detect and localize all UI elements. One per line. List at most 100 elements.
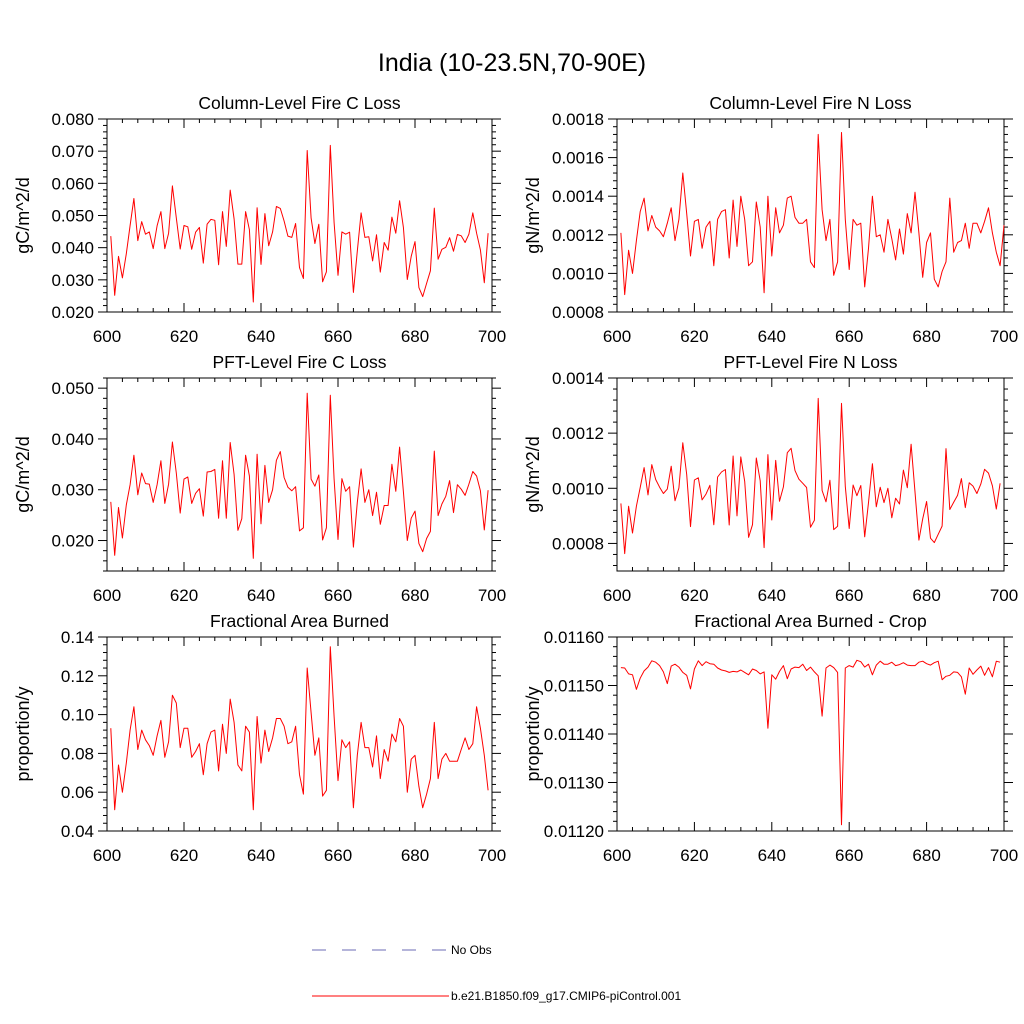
- y-tick-label: 0.040: [51, 430, 94, 449]
- x-tick-label: 700: [478, 586, 506, 605]
- y-tick-label: 0.0014: [552, 187, 604, 206]
- y-axis-label: proportion/y: [523, 686, 543, 781]
- y-tick-label: 0.08: [61, 744, 94, 763]
- y-tick-label: 0.030: [51, 481, 94, 500]
- panel-title: Fractional Area Burned: [210, 611, 389, 631]
- x-tick-label: 700: [990, 586, 1018, 605]
- x-tick-label: 600: [603, 846, 631, 865]
- legend-label-no-obs: No Obs: [451, 943, 492, 957]
- x-tick-label: 700: [990, 846, 1018, 865]
- y-tick-label: 0.0012: [552, 424, 604, 443]
- series-line: [110, 144, 489, 303]
- x-tick-label: 600: [603, 327, 631, 346]
- panel-1: 600 620 640 660 680 700 0.020 0.030 0.040 0.050 0.…: [13, 93, 506, 346]
- x-tick-label: 620: [170, 846, 198, 865]
- y-tick-label: 0.10: [61, 706, 94, 725]
- legend: No Obs b.e21.B1850.f09_g17.CMIP6-piContr…: [312, 943, 681, 1003]
- panel-title: PFT-Level Fire C Loss: [212, 352, 386, 372]
- y-axis-label: gN/m^2/d: [523, 177, 543, 253]
- x-tick-label: 600: [93, 586, 121, 605]
- y-tick-label: 0.01150: [544, 677, 604, 696]
- y-tick-label: 0.0016: [552, 149, 604, 168]
- y-axis-label: gN/m^2/d: [523, 436, 543, 512]
- panel-2: 600 620 640 660 680 700 0.0008 0.0010 0.0012 0.00…: [523, 93, 1018, 346]
- y-tick-label: 0.0008: [552, 534, 604, 553]
- x-tick-label: 700: [478, 846, 506, 865]
- y-tick-label: 0.050: [51, 379, 94, 398]
- legend-label-model: b.e21.B1850.f09_g17.CMIP6-piControl.001: [451, 989, 681, 1003]
- y-axis-label: gC/m^2/d: [13, 177, 33, 253]
- y-tick-label: 0.070: [51, 142, 94, 161]
- y-tick-label: 0.0014: [552, 369, 604, 388]
- panel-5: 600 620 640 660 680 700 0.04 0.06 0.08 0.10 0.12 0.…: [13, 611, 506, 865]
- y-tick-label: 0.020: [51, 532, 94, 551]
- x-tick-label: 640: [758, 327, 786, 346]
- y-tick-label: 0.12: [61, 667, 94, 686]
- series-line: [110, 392, 489, 559]
- x-tick-label: 600: [93, 846, 121, 865]
- x-tick-label: 700: [990, 327, 1018, 346]
- x-tick-label: 620: [170, 327, 198, 346]
- x-tick-label: 640: [758, 846, 786, 865]
- y-tick-label: 0.050: [51, 207, 94, 226]
- series-line: [620, 132, 1005, 296]
- plot-frame: [616, 636, 1005, 832]
- panels: 600 620 640 660 680 700 0.020 0.030 0.040 0.050 0.…: [13, 93, 1018, 865]
- x-tick-label: 640: [247, 327, 275, 346]
- x-tick-label: 680: [912, 846, 940, 865]
- y-tick-label: 0.01120: [544, 822, 604, 841]
- y-tick-label: 0.04: [61, 822, 94, 841]
- x-tick-label: 660: [324, 586, 352, 605]
- x-tick-label: 680: [401, 327, 429, 346]
- y-tick-label: 0.01140: [544, 725, 604, 744]
- x-tick-label: 620: [680, 846, 708, 865]
- x-tick-label: 660: [324, 846, 352, 865]
- x-tick-label: 640: [247, 586, 275, 605]
- y-tick-label: 0.14: [61, 628, 94, 647]
- y-tick-label: 0.01130: [544, 774, 604, 793]
- y-tick-label: 0.01160: [544, 628, 604, 647]
- x-tick-label: 700: [478, 327, 506, 346]
- panel-title: Fractional Area Burned - Crop: [694, 611, 926, 631]
- plot-frame: [616, 118, 1005, 313]
- plot-frame: [616, 377, 1005, 572]
- y-tick-label: 0.0012: [552, 226, 604, 245]
- x-tick-label: 660: [835, 586, 863, 605]
- y-tick-label: 0.0010: [552, 479, 604, 498]
- x-tick-label: 680: [401, 846, 429, 865]
- x-tick-label: 660: [835, 846, 863, 865]
- y-axis-label: gC/m^2/d: [13, 436, 33, 512]
- series-line: [110, 646, 489, 811]
- y-tick-label: 0.0010: [552, 264, 604, 283]
- x-tick-label: 640: [247, 846, 275, 865]
- x-tick-label: 620: [680, 586, 708, 605]
- panel-3: 600 620 640 660 680 700 0.020 0.030 0.040 0.050 PF…: [13, 352, 506, 605]
- panel-title: Column-Level Fire N Loss: [709, 93, 912, 113]
- y-tick-label: 0.030: [51, 271, 94, 290]
- y-tick-label: 0.040: [51, 239, 94, 258]
- y-tick-label: 0.060: [51, 174, 94, 193]
- y-axis-label: proportion/y: [13, 686, 33, 781]
- series-line: [620, 659, 1001, 826]
- panel-title: Column-Level Fire C Loss: [198, 93, 401, 113]
- panel-title: PFT-Level Fire N Loss: [723, 352, 897, 372]
- main-title: India (10-23.5N,70-90E): [378, 49, 646, 77]
- x-tick-label: 620: [680, 327, 708, 346]
- x-tick-label: 600: [93, 327, 121, 346]
- x-tick-label: 680: [912, 586, 940, 605]
- y-tick-label: 0.06: [61, 783, 94, 802]
- x-tick-label: 640: [758, 586, 786, 605]
- y-tick-label: 0.0018: [552, 110, 604, 129]
- plot-frame: [106, 636, 493, 832]
- plot-frame: [106, 377, 493, 572]
- series-line: [620, 397, 1001, 555]
- panel-4: 600 620 640 660 680 700 0.0008 0.0010 0.0012 0.00…: [523, 352, 1018, 605]
- x-tick-label: 660: [835, 327, 863, 346]
- y-tick-label: 0.080: [51, 110, 94, 129]
- y-tick-label: 0.0008: [552, 303, 604, 322]
- x-tick-label: 680: [912, 327, 940, 346]
- x-tick-label: 660: [324, 327, 352, 346]
- x-tick-label: 680: [401, 586, 429, 605]
- x-tick-label: 620: [170, 586, 198, 605]
